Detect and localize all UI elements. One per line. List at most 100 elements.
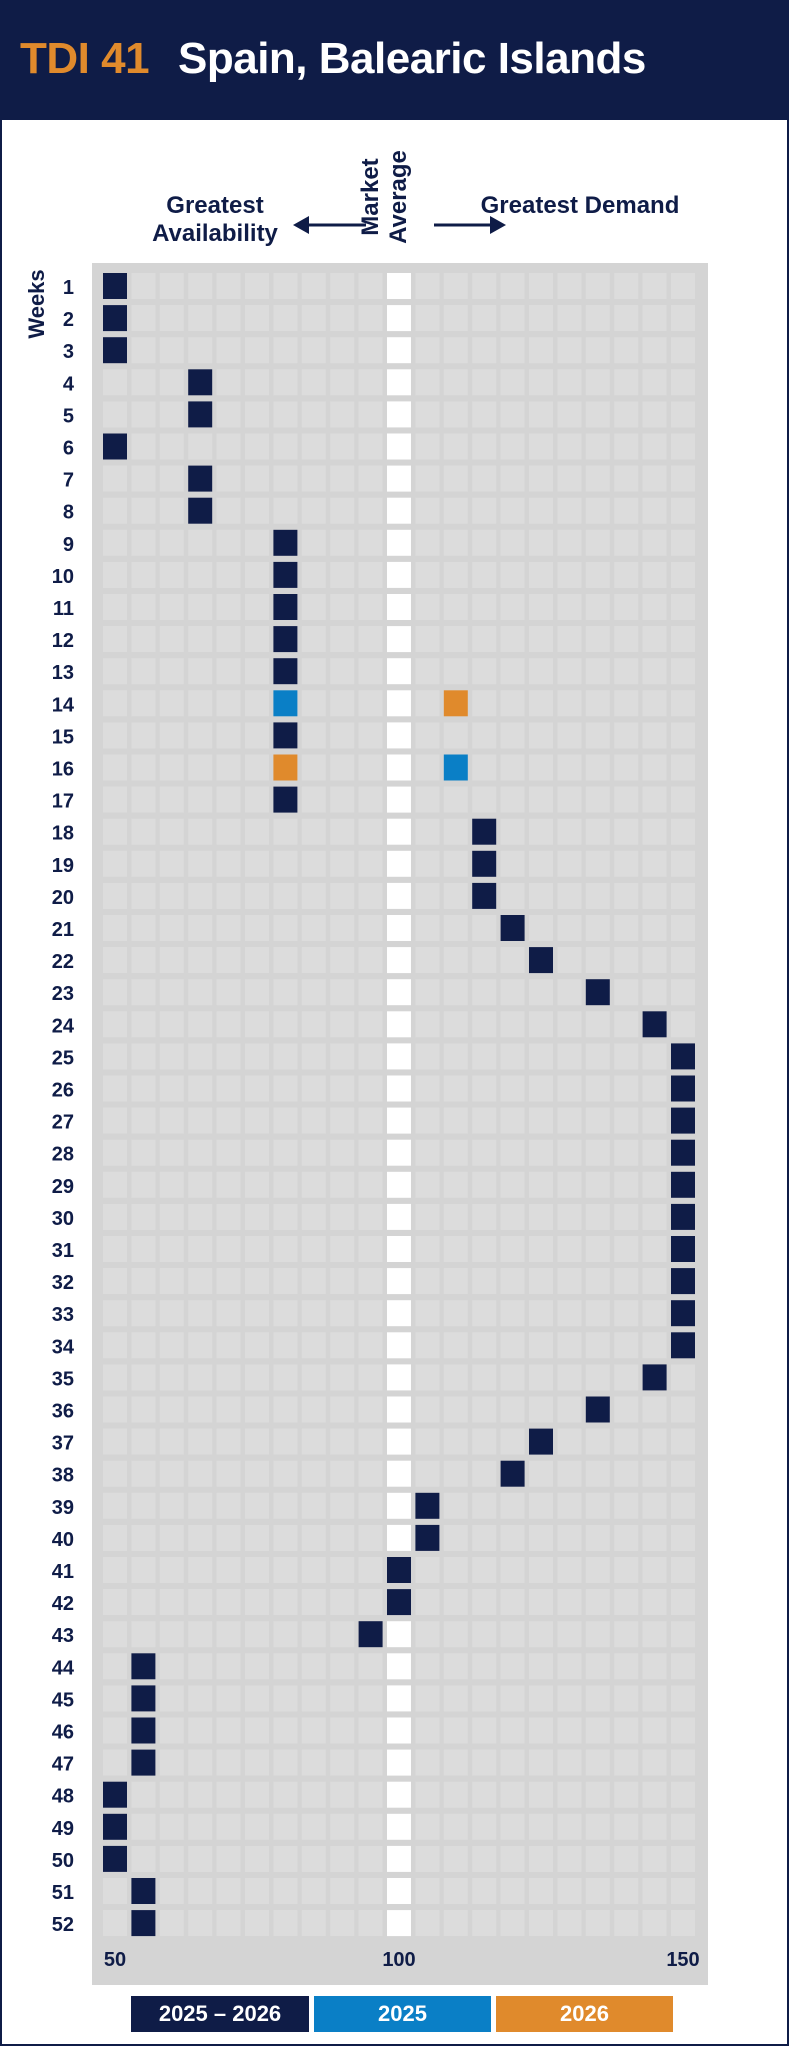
grid-cell	[131, 1492, 156, 1519]
grid-cell	[671, 1749, 695, 1776]
grid-cell	[557, 1268, 582, 1295]
grid-cell	[443, 1621, 468, 1648]
grid-cell	[585, 658, 610, 685]
grid-cell	[273, 1910, 298, 1937]
grid-cell	[245, 850, 269, 877]
grid-cell	[358, 401, 383, 428]
grid-cell	[159, 1236, 184, 1262]
grid-cell	[301, 305, 326, 332]
grid-cell	[642, 1781, 667, 1808]
grid-cell	[472, 1717, 497, 1744]
grid-cell	[358, 658, 383, 685]
grid-cell	[415, 1878, 440, 1904]
grid-cell	[330, 1236, 355, 1262]
grid-cell	[642, 497, 667, 524]
grid-cell	[330, 529, 355, 556]
grid-cell	[330, 1524, 355, 1551]
grid-cell	[387, 1685, 411, 1712]
grid-cell	[245, 1268, 269, 1295]
grid-cell	[131, 1428, 156, 1455]
grid-cell	[472, 433, 497, 460]
grid-cell	[358, 1492, 383, 1519]
grid-cell	[415, 1749, 440, 1776]
grid-cell	[358, 1364, 383, 1391]
grid-cell	[443, 1749, 468, 1776]
week-label: 25	[52, 1047, 74, 1069]
grid-cell	[500, 1268, 525, 1295]
grid-cell	[500, 465, 525, 492]
grid-cell	[245, 594, 269, 620]
grid-cell	[188, 1653, 213, 1680]
grid-cell	[330, 1589, 355, 1616]
grid-cell	[131, 850, 156, 877]
grid-cell	[500, 1621, 525, 1648]
grid-cell	[415, 1364, 440, 1391]
grid-cell	[443, 369, 468, 396]
grid-cell	[387, 1171, 411, 1198]
grid-cell	[273, 1268, 298, 1295]
grid-cell	[585, 1653, 610, 1680]
grid-cell	[159, 690, 184, 717]
grid-cell	[671, 658, 695, 685]
grid-cell	[529, 722, 553, 749]
grid-cell	[500, 786, 525, 813]
grid-cell	[245, 1717, 269, 1744]
grid-cell	[557, 1813, 582, 1840]
grid-cell	[216, 1300, 241, 1327]
grid-cell	[415, 1203, 440, 1230]
grid-cell	[159, 1300, 184, 1327]
grid-cell	[358, 1396, 383, 1423]
grid-cell	[671, 1557, 695, 1583]
data-mark	[529, 1428, 553, 1455]
grid-cell	[472, 722, 497, 749]
grid-cell	[188, 1236, 213, 1262]
grid-cell	[245, 337, 269, 364]
grid-cell	[415, 1845, 440, 1872]
grid-cell	[330, 433, 355, 460]
week-label: 27	[52, 1112, 74, 1134]
grid-cell	[529, 786, 553, 813]
grid-cell	[188, 1364, 213, 1391]
grid-cell	[387, 1813, 411, 1840]
grid-cell	[585, 1524, 610, 1551]
grid-cell	[103, 1492, 127, 1519]
grid-cell	[529, 818, 553, 845]
grid-cell	[472, 1910, 497, 1937]
grid-cell	[557, 786, 582, 813]
week-label: 22	[52, 951, 74, 973]
grid-cell	[472, 497, 497, 524]
grid-cell	[529, 1268, 553, 1295]
grid-cell	[671, 786, 695, 813]
grid-cell	[103, 1139, 127, 1166]
grid-cell	[103, 369, 127, 396]
grid-cell	[500, 1781, 525, 1808]
grid-cell	[301, 433, 326, 460]
grid-cell	[614, 1203, 639, 1230]
grid-cell	[273, 1236, 298, 1262]
grid-cell	[273, 1364, 298, 1391]
grid-cell	[585, 433, 610, 460]
grid-cell	[671, 1492, 695, 1519]
data-mark	[585, 979, 610, 1006]
grid-cell	[245, 882, 269, 909]
grid-cell	[642, 1717, 667, 1744]
grid-cell	[500, 1749, 525, 1776]
grid-cell	[500, 1524, 525, 1551]
grid-cell	[642, 1396, 667, 1423]
grid-cell	[131, 1300, 156, 1327]
grid-cell	[415, 1653, 440, 1680]
grid-cell	[245, 1878, 269, 1904]
grid-cell	[443, 979, 468, 1006]
grid-cell	[159, 1621, 184, 1648]
grid-cell	[131, 529, 156, 556]
grid-cell	[131, 273, 156, 299]
grid-cell	[273, 818, 298, 845]
grid-cell	[216, 1910, 241, 1937]
grid-cell	[671, 979, 695, 1006]
data-mark	[472, 850, 497, 877]
data-mark	[131, 1653, 156, 1680]
grid-cell	[330, 1139, 355, 1166]
grid-cell	[245, 1075, 269, 1102]
grid-cell	[529, 882, 553, 909]
grid-cell	[415, 1717, 440, 1744]
